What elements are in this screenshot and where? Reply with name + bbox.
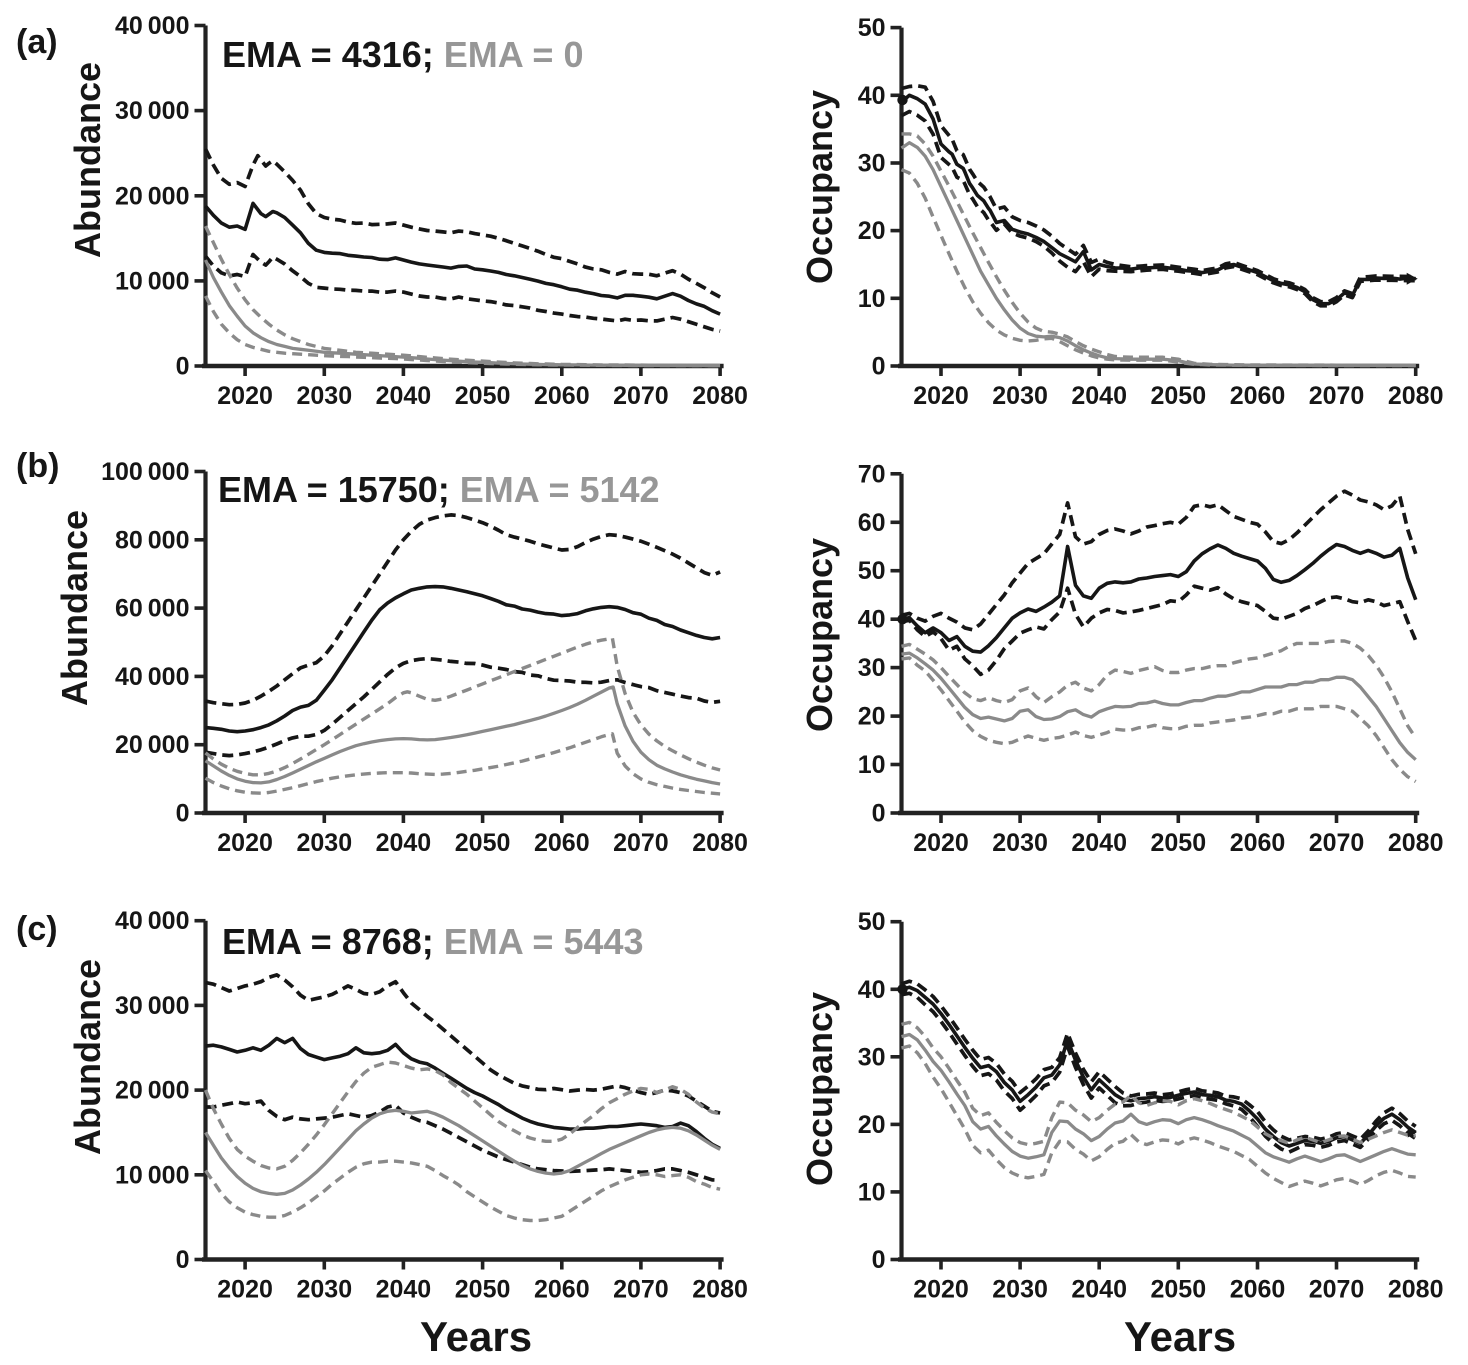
svg-text:20 000: 20 000: [115, 731, 190, 759]
svg-text:Years: Years: [420, 1313, 532, 1360]
svg-text:20 000: 20 000: [115, 182, 190, 210]
svg-text:40 000: 40 000: [115, 663, 190, 691]
svg-text:100 000: 100 000: [101, 458, 189, 486]
svg-text:70: 70: [858, 460, 886, 488]
svg-text:2070: 2070: [613, 829, 669, 857]
svg-text:Occupancy: Occupancy: [799, 538, 840, 732]
svg-text:2060: 2060: [534, 382, 590, 410]
svg-text:0: 0: [872, 1246, 886, 1274]
svg-text:2040: 2040: [1071, 382, 1127, 410]
svg-text:60: 60: [858, 509, 886, 537]
svg-text:2070: 2070: [1309, 829, 1365, 857]
svg-text:2080: 2080: [1388, 382, 1444, 410]
svg-text:2070: 2070: [1309, 1276, 1365, 1304]
svg-text:2070: 2070: [613, 1276, 669, 1304]
svg-text:Abundance: Abundance: [67, 959, 108, 1155]
svg-text:0: 0: [872, 800, 886, 828]
svg-text:2030: 2030: [992, 382, 1048, 410]
svg-text:0: 0: [176, 1246, 190, 1274]
svg-text:2020: 2020: [913, 382, 969, 410]
svg-text:2020: 2020: [217, 382, 273, 410]
svg-text:2050: 2050: [1150, 382, 1206, 410]
svg-text:2060: 2060: [534, 829, 590, 857]
svg-text:10: 10: [858, 751, 886, 779]
svg-text:EMA = 15750; EMA = 5142: EMA = 15750; EMA = 5142: [218, 469, 660, 510]
svg-text:2050: 2050: [1150, 829, 1206, 857]
svg-text:2050: 2050: [455, 829, 511, 857]
svg-text:2070: 2070: [1309, 382, 1365, 410]
svg-text:(a): (a): [16, 23, 58, 61]
svg-text:20: 20: [858, 217, 886, 245]
svg-text:10 000: 10 000: [115, 1161, 190, 1189]
svg-text:EMA = 4316; EMA = 0: EMA = 4316; EMA = 0: [222, 34, 583, 75]
svg-text:2080: 2080: [692, 1276, 748, 1304]
svg-text:2060: 2060: [1230, 1276, 1286, 1304]
svg-text:Years: Years: [1124, 1313, 1236, 1360]
svg-text:0: 0: [872, 353, 886, 381]
svg-text:2050: 2050: [455, 382, 511, 410]
svg-text:Abundance: Abundance: [67, 62, 108, 258]
svg-text:2030: 2030: [992, 1276, 1048, 1304]
svg-text:2040: 2040: [1071, 1276, 1127, 1304]
svg-text:50: 50: [858, 908, 886, 936]
svg-text:2030: 2030: [296, 1276, 352, 1304]
svg-text:2040: 2040: [1071, 829, 1127, 857]
svg-text:Occupancy: Occupancy: [799, 992, 840, 1186]
svg-text:(b): (b): [16, 447, 59, 485]
svg-text:40 000: 40 000: [115, 907, 190, 935]
svg-text:50: 50: [858, 557, 886, 585]
svg-text:30 000: 30 000: [115, 992, 190, 1020]
svg-text:2050: 2050: [455, 1276, 511, 1304]
svg-text:2030: 2030: [992, 829, 1048, 857]
svg-text:2020: 2020: [217, 829, 273, 857]
svg-text:30 000: 30 000: [115, 97, 190, 125]
svg-text:20 000: 20 000: [115, 1077, 190, 1105]
svg-text:2080: 2080: [1388, 829, 1444, 857]
svg-text:2080: 2080: [692, 829, 748, 857]
svg-text:2060: 2060: [1230, 829, 1286, 857]
svg-text:30: 30: [858, 654, 886, 682]
svg-text:2030: 2030: [296, 829, 352, 857]
svg-text:2020: 2020: [913, 1276, 969, 1304]
svg-text:2020: 2020: [217, 1276, 273, 1304]
svg-text:2080: 2080: [692, 382, 748, 410]
svg-text:2080: 2080: [1388, 1276, 1444, 1304]
svg-text:20: 20: [858, 1111, 886, 1139]
svg-text:2030: 2030: [296, 382, 352, 410]
svg-text:10: 10: [858, 1178, 886, 1206]
svg-text:10: 10: [858, 285, 886, 313]
svg-text:40: 40: [858, 976, 886, 1004]
svg-text:2060: 2060: [534, 1276, 590, 1304]
svg-text:0: 0: [176, 800, 190, 828]
svg-text:30: 30: [858, 1043, 886, 1071]
svg-text:2050: 2050: [1150, 1276, 1206, 1304]
svg-text:40 000: 40 000: [115, 12, 190, 40]
svg-text:0: 0: [176, 353, 190, 381]
svg-text:2020: 2020: [913, 829, 969, 857]
svg-text:30: 30: [858, 150, 886, 178]
svg-text:2070: 2070: [613, 382, 669, 410]
svg-text:2060: 2060: [1230, 382, 1286, 410]
svg-text:40: 40: [858, 82, 886, 110]
svg-text:50: 50: [858, 14, 886, 42]
svg-text:80 000: 80 000: [115, 526, 190, 554]
svg-text:EMA = 8768; EMA = 5443: EMA = 8768; EMA = 5443: [222, 921, 644, 962]
svg-text:2040: 2040: [376, 1276, 432, 1304]
svg-text:60 000: 60 000: [115, 595, 190, 623]
svg-text:2040: 2040: [376, 829, 432, 857]
svg-text:10 000: 10 000: [115, 267, 190, 295]
svg-text:40: 40: [858, 606, 886, 634]
svg-text:2040: 2040: [376, 382, 432, 410]
svg-text:(c): (c): [16, 910, 58, 948]
svg-text:20: 20: [858, 703, 886, 731]
svg-text:Occupancy: Occupancy: [799, 90, 840, 284]
svg-text:Abundance: Abundance: [54, 510, 95, 706]
